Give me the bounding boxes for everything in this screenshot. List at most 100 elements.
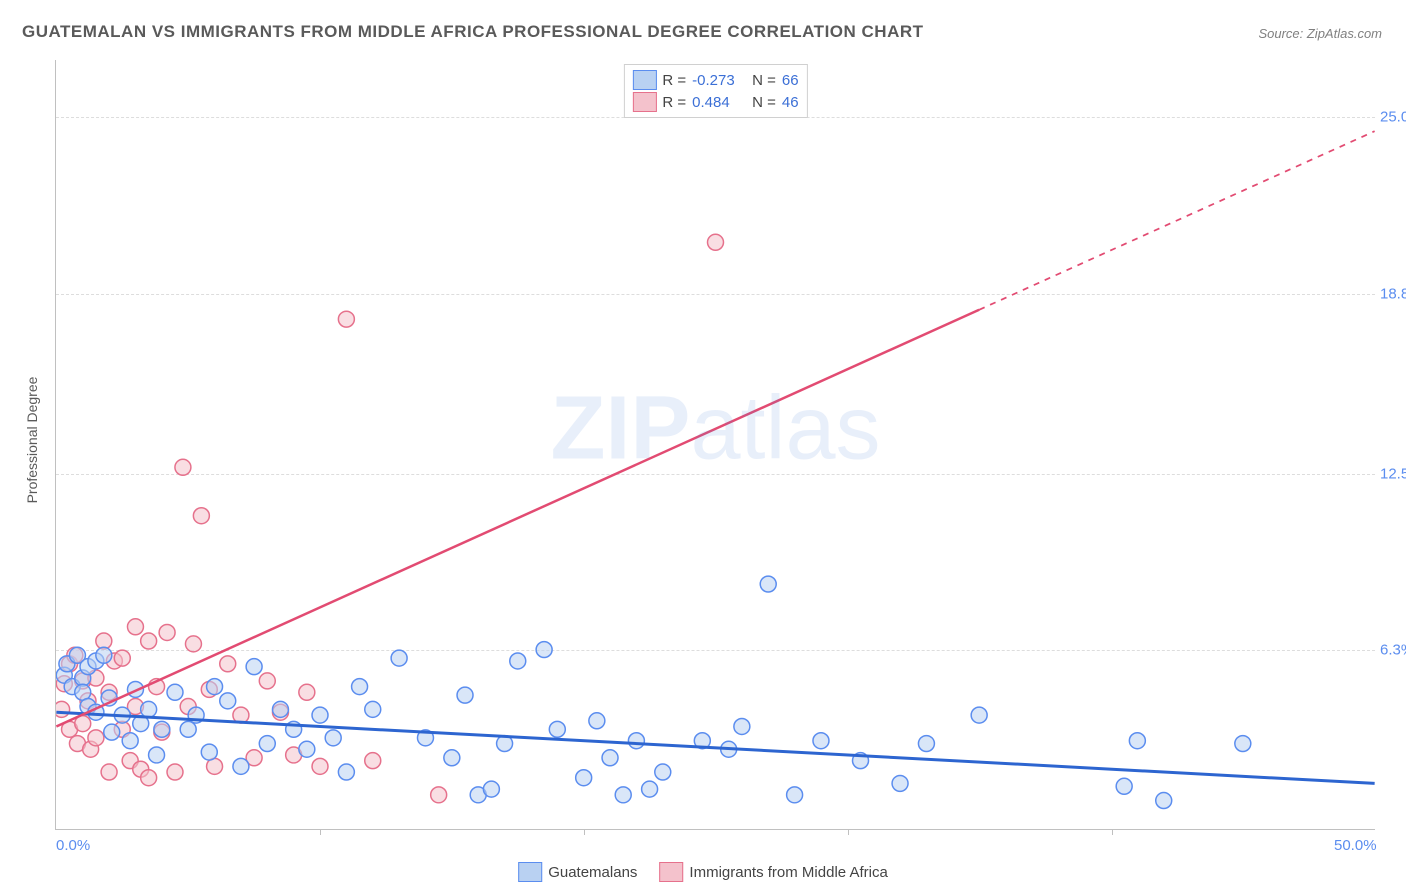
scatter-point — [338, 764, 354, 780]
scatter-point — [510, 653, 526, 669]
scatter-point — [655, 764, 671, 780]
trend-line-dashed — [979, 131, 1374, 310]
y-tick-label: 18.8% — [1380, 285, 1406, 302]
scatter-point — [259, 673, 275, 689]
scatter-point — [1156, 793, 1172, 809]
swatch-icon — [518, 862, 542, 882]
y-tick-label: 25.0% — [1380, 109, 1406, 126]
scatter-point — [141, 701, 157, 717]
scatter-point — [56, 701, 70, 717]
legend-n-value: 66 — [782, 72, 799, 89]
scatter-point — [114, 650, 130, 666]
scatter-point — [708, 234, 724, 250]
y-tick-label: 12.5% — [1380, 465, 1406, 482]
scatter-point — [365, 701, 381, 717]
scatter-point — [589, 713, 605, 729]
legend-r-label: R = — [662, 72, 686, 89]
legend-item-pink: Immigrants from Middle Africa — [659, 862, 887, 882]
scatter-point — [971, 707, 987, 723]
scatter-point — [207, 679, 223, 695]
scatter-point — [352, 679, 368, 695]
scatter-point — [122, 733, 138, 749]
scatter-point — [185, 636, 201, 652]
scatter-point — [312, 758, 328, 774]
scatter-point — [813, 733, 829, 749]
scatter-point — [312, 707, 328, 723]
scatter-point — [127, 619, 143, 635]
legend-n-value: 46 — [782, 94, 799, 111]
legend-stats: R = -0.273 N = 66 R = 0.484 N = 46 — [623, 64, 807, 118]
scatter-point — [365, 753, 381, 769]
chart-title: GUATEMALAN VS IMMIGRANTS FROM MIDDLE AFR… — [22, 22, 924, 42]
scatter-point — [96, 647, 112, 663]
scatter-point — [602, 750, 618, 766]
scatter-point — [760, 576, 776, 592]
x-minor-tick — [320, 829, 321, 835]
legend-item-blue: Guatemalans — [518, 862, 637, 882]
scatter-point — [918, 736, 934, 752]
source-label: Source: ZipAtlas.com — [1258, 26, 1382, 41]
scatter-point — [220, 693, 236, 709]
scatter-point — [220, 656, 236, 672]
scatter-point — [154, 721, 170, 737]
x-minor-tick — [1112, 829, 1113, 835]
swatch-icon — [632, 70, 656, 90]
scatter-point — [167, 764, 183, 780]
scatter-point — [615, 787, 631, 803]
scatter-point — [642, 781, 658, 797]
scatter-point — [104, 724, 120, 740]
scatter-point — [201, 744, 217, 760]
scatter-point — [483, 781, 499, 797]
scatter-point — [299, 741, 315, 757]
x-minor-tick — [848, 829, 849, 835]
x-minor-tick — [584, 829, 585, 835]
legend-n-label: N = — [752, 72, 776, 89]
scatter-point — [141, 633, 157, 649]
plot-area: ZIPatlas R = -0.273 N = 66 R = 0.484 N =… — [55, 60, 1375, 830]
scatter-point — [787, 787, 803, 803]
swatch-icon — [632, 92, 656, 112]
scatter-point — [246, 659, 262, 675]
scatter-point — [272, 701, 288, 717]
scatter-point — [892, 775, 908, 791]
scatter-point — [1235, 736, 1251, 752]
scatter-point — [431, 787, 447, 803]
legend-series: Guatemalans Immigrants from Middle Afric… — [518, 862, 888, 882]
scatter-point — [457, 687, 473, 703]
scatter-point — [167, 684, 183, 700]
scatter-point — [734, 718, 750, 734]
scatter-point — [259, 736, 275, 752]
legend-r-value: 0.484 — [692, 94, 746, 111]
legend-r-label: R = — [662, 94, 686, 111]
chart-svg — [56, 60, 1375, 829]
scatter-point — [159, 624, 175, 640]
swatch-icon — [659, 862, 683, 882]
y-axis-label: Professional Degree — [24, 377, 40, 504]
y-tick-label: 6.3% — [1380, 642, 1406, 659]
scatter-point — [325, 730, 341, 746]
legend-stats-row: R = -0.273 N = 66 — [632, 69, 798, 91]
scatter-point — [175, 459, 191, 475]
scatter-point — [444, 750, 460, 766]
scatter-point — [149, 747, 165, 763]
scatter-point — [141, 770, 157, 786]
legend-n-label: N = — [752, 94, 776, 111]
scatter-point — [101, 764, 117, 780]
scatter-point — [338, 311, 354, 327]
trend-line — [56, 712, 1374, 783]
scatter-point — [536, 642, 552, 658]
scatter-point — [180, 721, 196, 737]
scatter-point — [628, 733, 644, 749]
x-tick-label: 50.0% — [1334, 837, 1377, 854]
scatter-point — [299, 684, 315, 700]
legend-label: Guatemalans — [548, 864, 637, 881]
scatter-point — [549, 721, 565, 737]
scatter-point — [233, 758, 249, 774]
legend-stats-row: R = 0.484 N = 46 — [632, 91, 798, 113]
scatter-point — [1129, 733, 1145, 749]
scatter-point — [391, 650, 407, 666]
scatter-point — [576, 770, 592, 786]
scatter-point — [88, 730, 104, 746]
legend-r-value: -0.273 — [692, 72, 746, 89]
x-tick-label: 0.0% — [56, 837, 90, 854]
